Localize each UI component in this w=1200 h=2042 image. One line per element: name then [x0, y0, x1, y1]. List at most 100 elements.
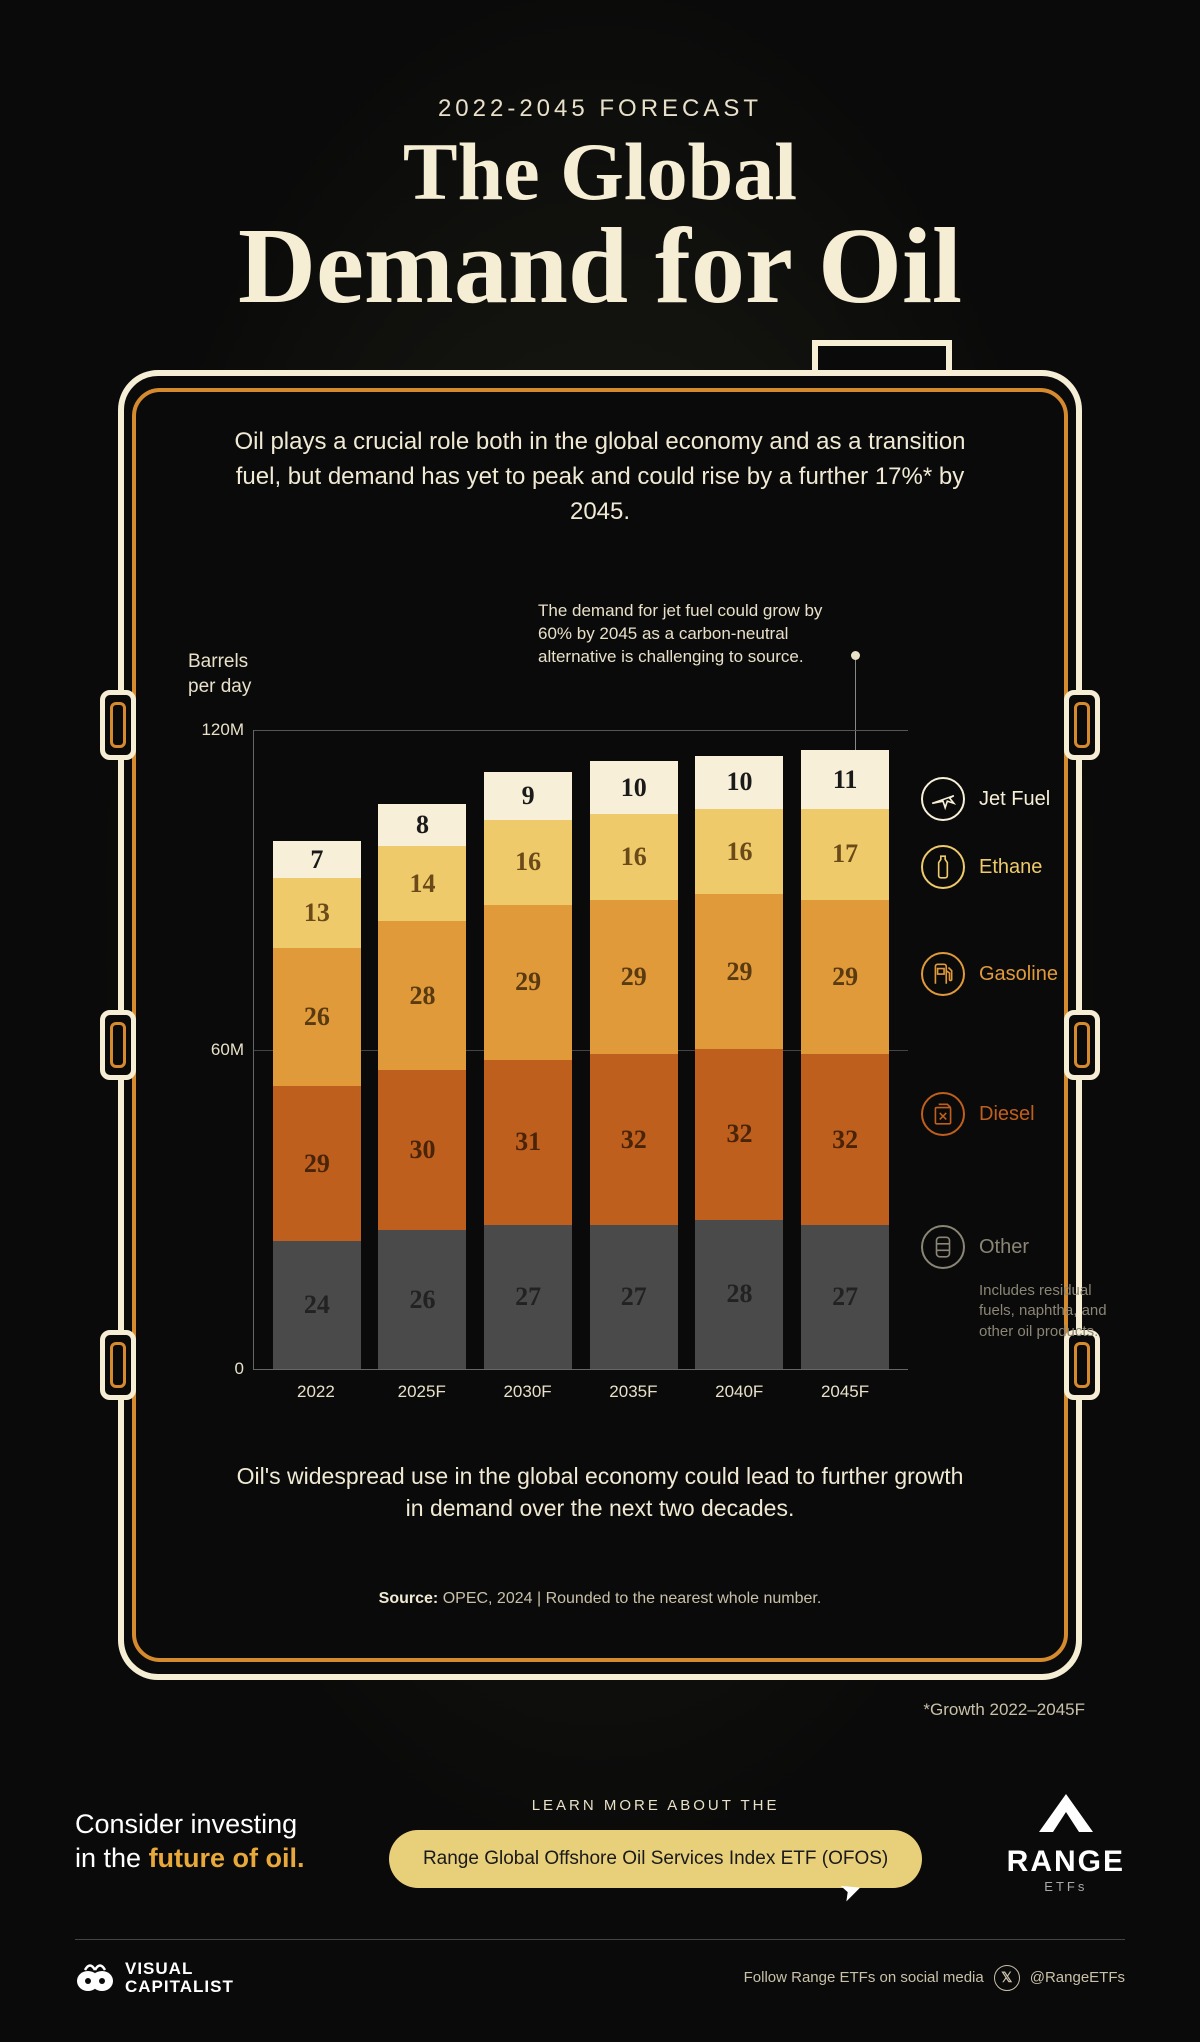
- bar-segment-ethane: 14: [378, 846, 466, 921]
- annotation-dot: [851, 651, 860, 660]
- bar-segment-diesel: 30: [378, 1070, 466, 1230]
- xaxis-label: 2040F: [695, 1370, 783, 1410]
- bar-segment-other: 26: [378, 1230, 466, 1369]
- forecast-range: 2022-2045 FORECAST: [0, 95, 1200, 123]
- barrel-ridge: [1064, 690, 1100, 760]
- legend-item-ethane: Ethane: [921, 845, 1042, 889]
- social-links: Follow Range ETFs on social media 𝕏 @Ran…: [744, 1965, 1125, 1991]
- bar-segment-ethane: 17: [801, 809, 889, 900]
- legend-label: Other: [979, 1236, 1029, 1259]
- bar-segment-jetfuel: 9: [484, 772, 572, 820]
- xaxis-label: 2030F: [484, 1370, 572, 1410]
- ytick-label: 60M: [211, 1040, 254, 1060]
- cta-button[interactable]: Range Global Offshore Oil Services Index…: [389, 1830, 922, 1888]
- bar-segment-other: 24: [273, 1241, 361, 1369]
- cursor-icon: ➤: [836, 1872, 867, 1909]
- range-logo: RANGE ETFs: [1007, 1790, 1125, 1894]
- barrel-container: Oil plays a crucial role both in the glo…: [118, 370, 1082, 1680]
- bottle-icon: [921, 845, 965, 889]
- bottom-text: Oil's widespread use in the global econo…: [228, 1460, 972, 1524]
- bar-segment-jetfuel: 8: [378, 804, 466, 847]
- consider-investing: Consider investing in the future of oil.: [75, 1808, 305, 1876]
- title-line1: The Global: [0, 131, 1200, 213]
- legend-item-diesel: Diesel: [921, 1092, 1035, 1136]
- growth-footnote: *Growth 2022–2045F: [923, 1700, 1085, 1720]
- intro-text: Oil plays a crucial role both in the glo…: [168, 425, 1032, 529]
- barrel-ridge: [1064, 1010, 1100, 1080]
- legend-item-other: Other: [921, 1225, 1029, 1269]
- source-value: OPEC, 2024 | Rounded to the nearest whol…: [438, 1590, 821, 1607]
- vc-mark-icon: [75, 1963, 115, 1993]
- legend-item-gasoline: Gasoline: [921, 952, 1058, 996]
- header: 2022-2045 FORECAST The Global Demand for…: [0, 0, 1200, 321]
- xaxis-label: 2022: [272, 1370, 360, 1410]
- vc-brand: VISUAL CAPITALIST: [125, 1960, 234, 1996]
- legend-label: Jet Fuel: [979, 788, 1050, 811]
- social-handle: @RangeETFs: [1030, 1969, 1125, 1986]
- bar-column: 263028148: [378, 804, 466, 1369]
- barrel-ridge: [100, 1010, 136, 1080]
- bar-segment-diesel: 31: [484, 1060, 572, 1225]
- bar-segment-ethane: 16: [695, 809, 783, 894]
- visual-capitalist-logo: VISUAL CAPITALIST: [75, 1960, 234, 1996]
- bar-column: 2832291610: [695, 756, 783, 1369]
- yaxis-label: Barrels per day: [188, 650, 251, 699]
- jerrycan-icon: [921, 1092, 965, 1136]
- bar-column: 273129169: [484, 772, 572, 1369]
- legend-label: Diesel: [979, 1103, 1035, 1126]
- legend-label: Ethane: [979, 856, 1042, 879]
- consider-line2: in the future of oil.: [75, 1842, 305, 1876]
- bar-segment-gasoline: 28: [378, 921, 466, 1070]
- bar-segment-jetfuel: 10: [590, 761, 678, 814]
- bar-segment-other: 27: [590, 1225, 678, 1369]
- ytick-label: 0: [235, 1359, 254, 1379]
- cta-label: Range Global Offshore Oil Services Index…: [423, 1848, 888, 1869]
- bar-column: 242926137: [273, 841, 361, 1369]
- barrel-cap: [812, 340, 952, 370]
- plane-icon: [921, 777, 965, 821]
- stacked-bar-chart: 120M 60M 0 24292613726302814827312916927…: [188, 730, 908, 1410]
- bar-segment-gasoline: 29: [484, 905, 572, 1060]
- bar-segment-ethane: 16: [484, 820, 572, 905]
- footer: Consider investing in the future of oil.…: [75, 1790, 1125, 1996]
- bar-column: 2732291610: [590, 761, 678, 1369]
- bar-segment-gasoline: 26: [273, 948, 361, 1087]
- footer-divider: [75, 1939, 1125, 1940]
- bar-segment-gasoline: 29: [695, 894, 783, 1049]
- bar-column: 2732291711: [801, 750, 889, 1369]
- legend-note: Includes residual fuels, naphtha, and ot…: [979, 1281, 1116, 1342]
- range-caret-icon: [1031, 1790, 1101, 1840]
- source-text: Source: OPEC, 2024 | Rounded to the near…: [168, 1590, 1032, 1608]
- consider-line1: Consider investing: [75, 1808, 305, 1842]
- legend-label: Gasoline: [979, 963, 1058, 986]
- bar-segment-jetfuel: 10: [695, 756, 783, 809]
- bar-segment-other: 28: [695, 1220, 783, 1369]
- range-brand: RANGE: [1007, 1845, 1125, 1879]
- barrel-ridge: [100, 690, 136, 760]
- follow-text: Follow Range ETFs on social media: [744, 1969, 984, 1986]
- xaxis-label: 2035F: [589, 1370, 677, 1410]
- barrel-icon: [921, 1225, 965, 1269]
- source-prefix: Source:: [379, 1590, 439, 1607]
- barrel-ridge: [100, 1330, 136, 1400]
- learn-more-label: LEARN MORE ABOUT THE: [389, 1797, 922, 1814]
- title-line2: Demand for Oil: [0, 213, 1200, 321]
- bar-segment-diesel: 32: [801, 1054, 889, 1225]
- bar-segment-ethane: 13: [273, 878, 361, 947]
- xaxis-label: 2025F: [378, 1370, 466, 1410]
- bar-segment-diesel: 29: [273, 1086, 361, 1241]
- range-sub: ETFs: [1007, 1879, 1125, 1894]
- jetfuel-annotation: The demand for jet fuel could grow by 60…: [538, 600, 858, 669]
- ytick-label: 120M: [201, 720, 254, 740]
- pump-icon: [921, 952, 965, 996]
- bar-segment-diesel: 32: [590, 1054, 678, 1225]
- bar-segment-gasoline: 29: [590, 900, 678, 1055]
- bar-segment-jetfuel: 7: [273, 841, 361, 878]
- bar-segment-other: 27: [801, 1225, 889, 1369]
- bar-segment-gasoline: 29: [801, 900, 889, 1055]
- bar-segment-diesel: 32: [695, 1049, 783, 1220]
- x-icon[interactable]: 𝕏: [994, 1965, 1020, 1991]
- bar-segment-ethane: 16: [590, 814, 678, 899]
- bar-segment-jetfuel: 11: [801, 750, 889, 809]
- bar-segment-other: 27: [484, 1225, 572, 1369]
